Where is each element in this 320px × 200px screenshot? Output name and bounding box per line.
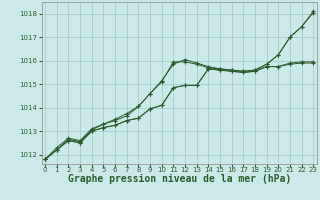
X-axis label: Graphe pression niveau de la mer (hPa): Graphe pression niveau de la mer (hPa) [68, 174, 291, 184]
